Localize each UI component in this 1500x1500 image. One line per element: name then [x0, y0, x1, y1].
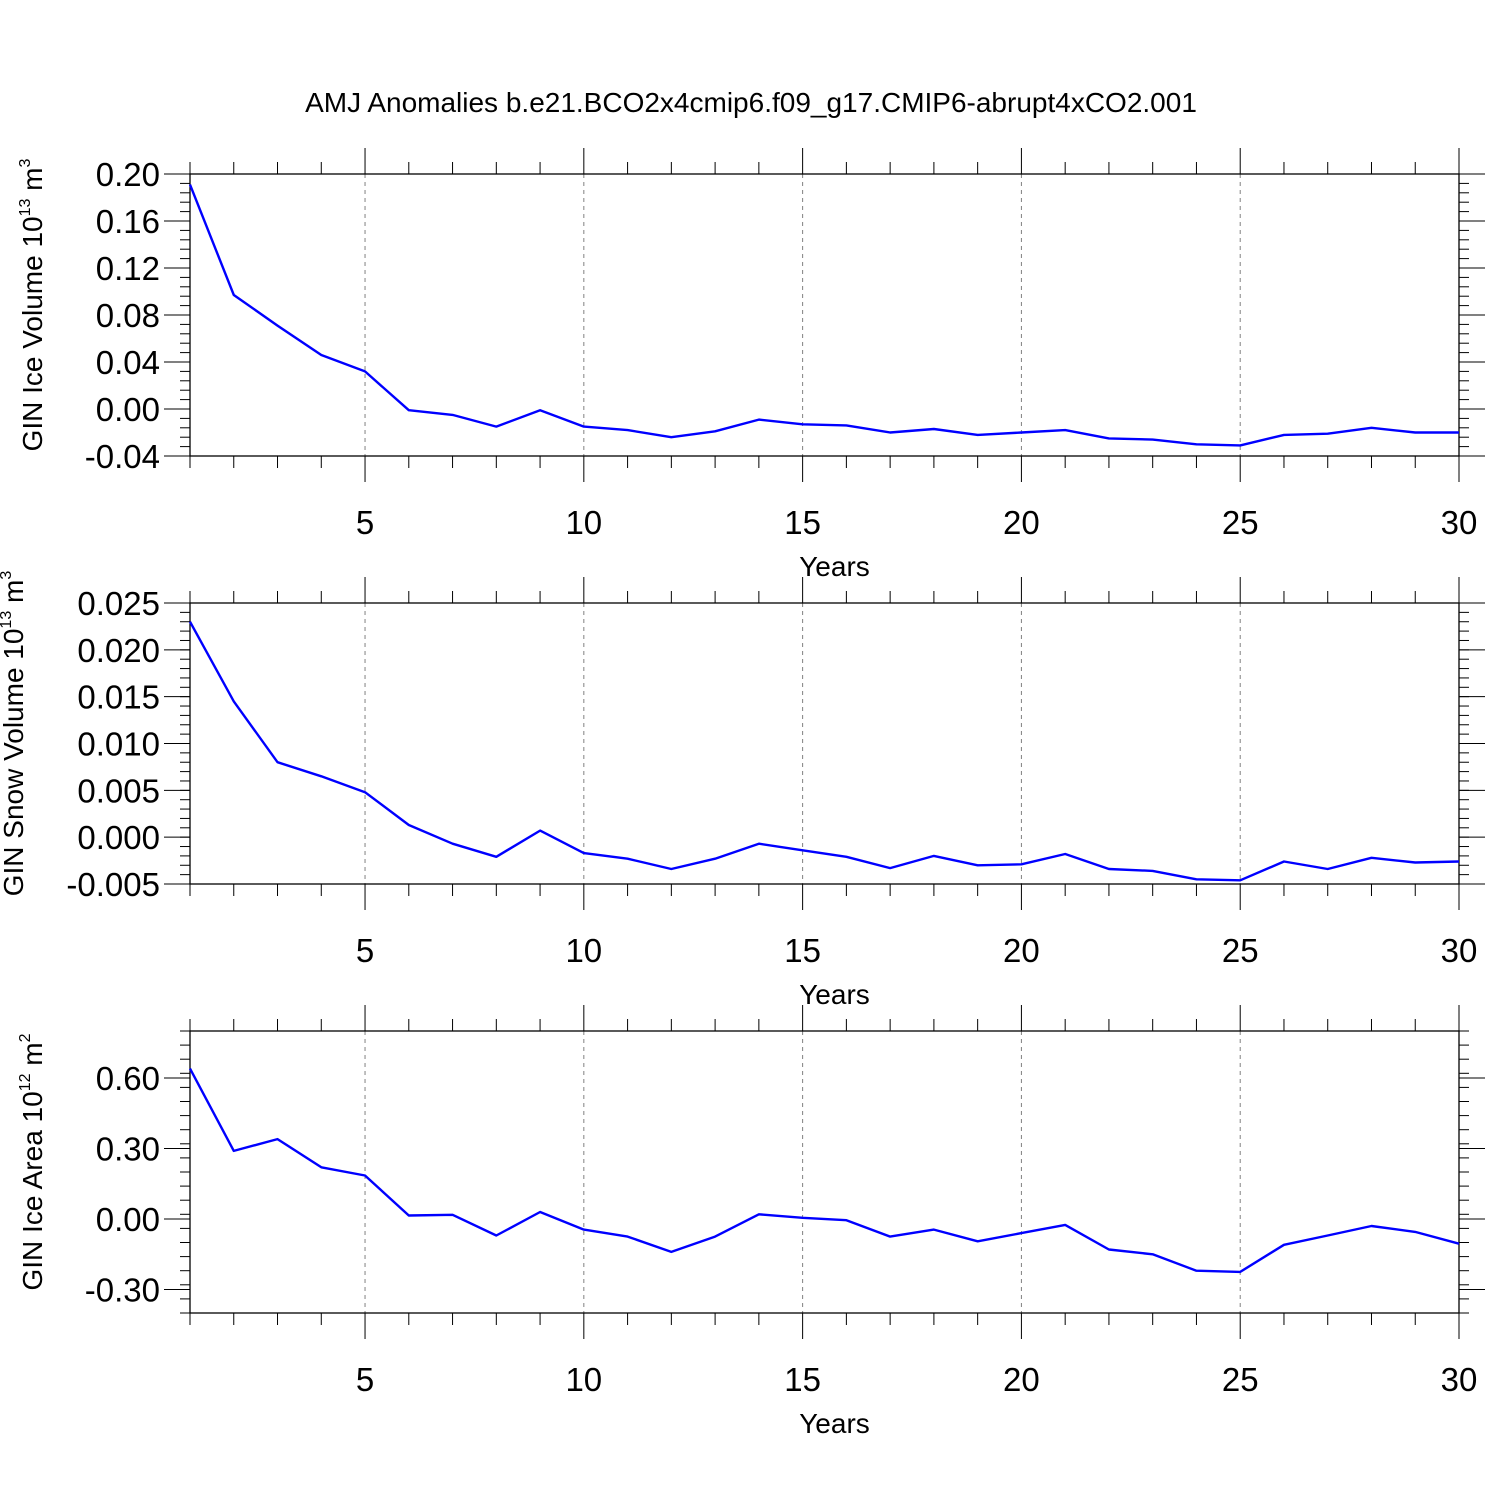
y-tick-label: 0.60 — [96, 1060, 160, 1097]
y-tick-label: 0.16 — [96, 203, 160, 240]
y-tick-label: 0.08 — [96, 297, 160, 334]
chart-panel-2: -0.005 0.000 0.005 0.010 0.015 0.020 0.025 5 10 1… — [0, 571, 1485, 1010]
x-tick-label: 10 — [565, 504, 602, 541]
y-tick-label: 0.010 — [77, 726, 160, 763]
y-tick-label: 0.30 — [96, 1131, 160, 1168]
chart-title: AMJ Anomalies b.e21.BCO2x4cmip6.f09_g17.… — [305, 87, 1197, 118]
x-tick-label: 20 — [1003, 504, 1040, 541]
y-tick-label: 0.005 — [77, 772, 160, 809]
x-tick-label: 5 — [356, 1361, 374, 1398]
y-tick-label: 0.020 — [77, 632, 160, 669]
x-tick-label: 15 — [784, 504, 821, 541]
x-axis-label: Years — [799, 979, 870, 1010]
x-tick-label: 10 — [565, 932, 602, 969]
y-axis-label-exponent: 13 — [0, 611, 15, 629]
y-tick-label: 0.000 — [77, 819, 160, 856]
y-tick-label: 0.04 — [96, 344, 160, 381]
x-tick-label: 25 — [1222, 932, 1259, 969]
x-axis-label: Years — [799, 551, 870, 582]
y-axis-label-unit: m — [17, 1042, 48, 1073]
plot-frame — [189, 1030, 1460, 1314]
y-axis-label: GIN Ice Area 1012 m2 — [17, 1033, 48, 1290]
x-tick-label: 30 — [1441, 1361, 1478, 1398]
y-axis-label: GIN Snow Volume 1013 m3 — [0, 571, 29, 897]
y-tick-label: 0.00 — [96, 1201, 160, 1238]
x-axis-label: Years — [799, 1408, 870, 1439]
y-axis-label-unit: m — [0, 580, 29, 611]
y-tick-label: -0.005 — [66, 866, 160, 903]
x-tick-label: 30 — [1441, 932, 1478, 969]
y-axis-label: GIN Ice Volume 1013 m3 — [17, 158, 48, 451]
chart-panel-1: -0.04 0.00 0.04 0.08 0.12 0.16 0.20 5 10 15 20 25 30… — [17, 148, 1485, 582]
x-tick-label: 20 — [1003, 1361, 1040, 1398]
x-tick-label: 5 — [356, 932, 374, 969]
y-axis-label-unit-exponent: 2 — [17, 1033, 34, 1042]
series-line — [188, 621, 1460, 882]
x-tick-label: 10 — [565, 1361, 602, 1398]
series-line — [188, 184, 1459, 447]
x-tick-label: 25 — [1222, 504, 1259, 541]
series-line — [188, 1068, 1460, 1274]
y-tick-label: 0.015 — [77, 679, 160, 716]
y-tick-label: -0.30 — [85, 1272, 160, 1309]
y-axis-label-unit-exponent: 3 — [0, 571, 15, 580]
x-tick-label: 25 — [1222, 1361, 1259, 1398]
y-axis-label-unit: m — [17, 167, 48, 198]
y-axis-label-exponent: 12 — [17, 1073, 34, 1091]
y-axis-label-main: GIN Snow Volume 10 — [0, 629, 29, 897]
y-axis-label-main: GIN Ice Area 10 — [17, 1091, 48, 1290]
y-tick-label: 0.025 — [77, 585, 160, 622]
x-tick-label: 15 — [784, 932, 821, 969]
x-tick-label: 5 — [356, 504, 374, 541]
plot-frame — [189, 173, 1460, 457]
x-tick-label: 20 — [1003, 932, 1040, 969]
y-tick-label: 0.12 — [96, 250, 160, 287]
x-tick-label: 15 — [784, 1361, 821, 1398]
y-tick-label: -0.04 — [85, 438, 160, 475]
x-tick-label: 30 — [1441, 504, 1478, 541]
chart-panel-3: -0.30 0.00 0.30 0.60 5 10 15 20 25 30 Years GIN Ice… — [17, 1005, 1485, 1439]
y-tick-label: 0.00 — [96, 391, 160, 428]
y-axis-label-main: GIN Ice Volume 10 — [17, 216, 48, 451]
y-tick-label: 0.20 — [96, 156, 160, 193]
y-axis-label-exponent: 13 — [17, 199, 34, 217]
y-axis-label-unit-exponent: 3 — [17, 158, 34, 167]
plot-frame — [189, 602, 1460, 885]
